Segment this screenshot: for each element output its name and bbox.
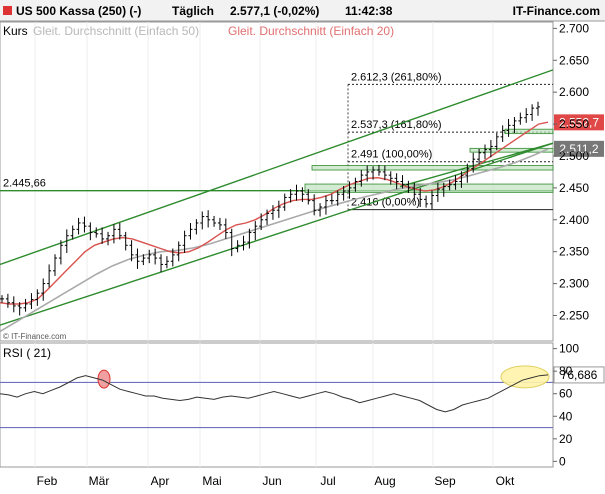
- fib-level-label: 2.416 (0,00%): [351, 197, 420, 209]
- quote-time: 11:42:38: [345, 4, 393, 18]
- legend-sma50[interactable]: Gleit. Durchschnitt (Einfach 50): [33, 24, 199, 38]
- trend-line: [399, 142, 554, 188]
- price-tick-label: 2.700: [559, 21, 589, 35]
- last-price-badge-bg: [554, 114, 604, 131]
- x-tick-label: Apr: [151, 474, 170, 488]
- header-bar: [0, 0, 605, 21]
- interval-label[interactable]: Täglich: [172, 4, 214, 18]
- instrument-title: US 500 Kassa (250) (-): [16, 4, 141, 18]
- rsi-tick-label: 60: [559, 387, 573, 401]
- x-tick-label: Mär: [89, 474, 110, 488]
- x-tick-label: Okt: [496, 474, 515, 488]
- brand-label: IT-Finance.com: [513, 4, 600, 18]
- price-tick-label: 2.350: [559, 245, 589, 259]
- fib-level-label: 2.612,3 (261,80%): [351, 71, 442, 83]
- price-tick-label: 2.250: [559, 308, 589, 322]
- sma-badge-bg: [554, 140, 604, 157]
- x-tick-label: Jul: [320, 474, 335, 488]
- channel-lower-line: [0, 142, 554, 326]
- rsi-line: [0, 374, 549, 413]
- fib-level-label: 2.491 (100,00%): [351, 149, 432, 161]
- rsi-highlight-marker: [500, 365, 550, 389]
- x-tick-label: Feb: [37, 474, 58, 488]
- rsi-value-badge: 76,686: [561, 368, 598, 382]
- rsi-panel-label: RSI ( 21): [3, 346, 51, 360]
- support-label: 2.445,66: [3, 178, 46, 190]
- rsi-tick-label: 20: [559, 432, 573, 446]
- price-panel-label: Kurs: [3, 24, 28, 38]
- rsi-tick-label: 80: [559, 364, 573, 378]
- support-zone: [311, 165, 554, 171]
- x-tick-label: Aug: [374, 474, 395, 488]
- support-zone: [504, 128, 554, 135]
- x-tick-label: Mai: [202, 474, 221, 488]
- rsi-tick-label: 100: [559, 342, 579, 356]
- support-zone: [469, 147, 554, 153]
- price-tick-label: 2.650: [559, 53, 589, 67]
- channel-upper-line: [0, 69, 554, 266]
- rsi-tick-label: 40: [559, 409, 573, 423]
- last-price-badge: 2.552,7: [559, 115, 599, 129]
- price-tick-label: 2.300: [559, 277, 589, 291]
- sma-badge: 2.511,2: [559, 142, 598, 156]
- price-tick-label: 2.400: [559, 213, 589, 227]
- x-tick-label: Jun: [262, 474, 281, 488]
- price-panel: [0, 22, 553, 341]
- legend-sma20[interactable]: Gleit. Durchschnitt (Einfach 20): [228, 24, 394, 38]
- price-tick-label: 2.550: [559, 117, 589, 131]
- rsi-tick-label: 0: [559, 454, 566, 468]
- sma20-line: [0, 121, 549, 305]
- price-tick-label: 2.450: [559, 181, 589, 195]
- x-tick-label: Sep: [434, 474, 456, 488]
- rsi-value-badge-bg: [553, 366, 605, 384]
- price-change: 2.577,1 (-0,02%): [230, 4, 319, 18]
- watermark: © IT-Finance.com: [3, 332, 67, 341]
- price-tick-label: 2.500: [559, 149, 589, 163]
- price-tick-label: 2.600: [559, 85, 589, 99]
- instrument-flag-icon: [3, 6, 12, 15]
- rsi-panel: [0, 343, 553, 467]
